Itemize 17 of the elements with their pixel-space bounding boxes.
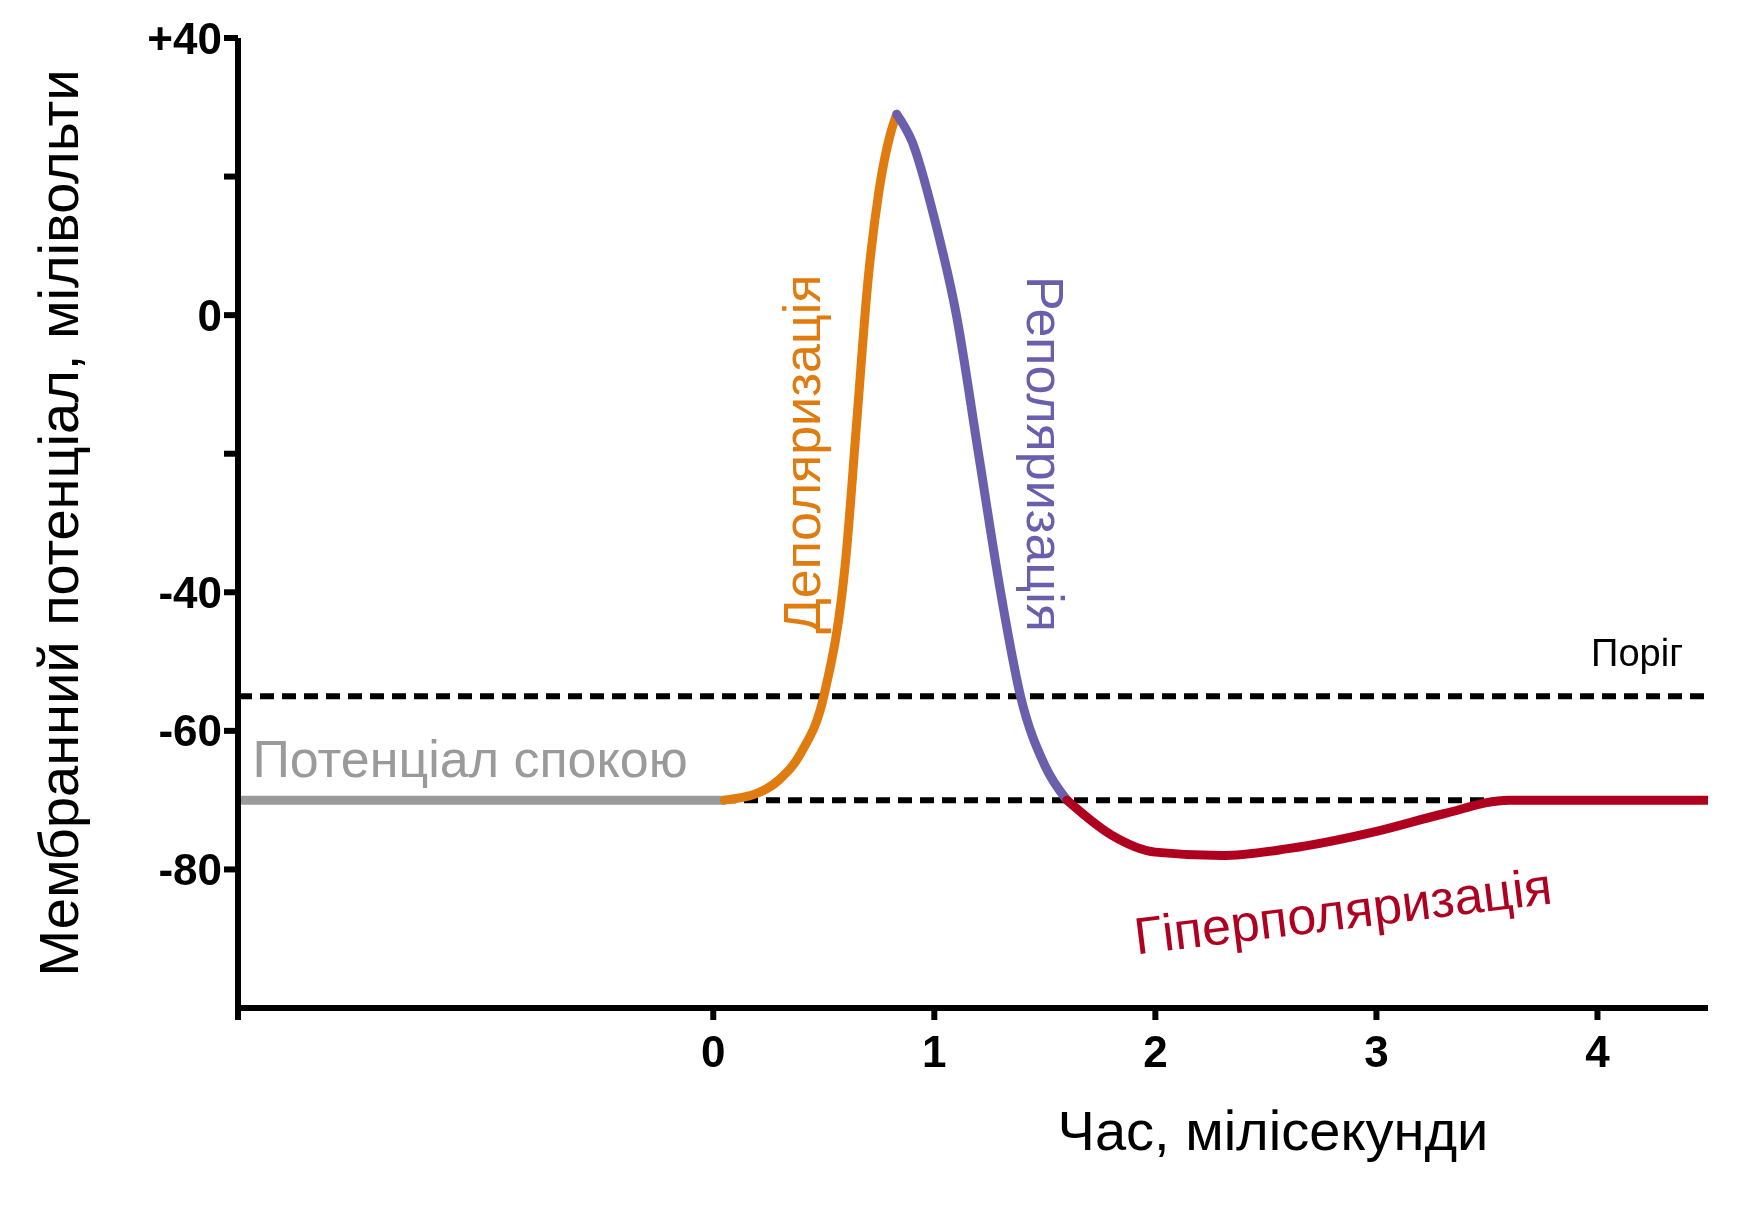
series-label: Потенціал спокою [252, 729, 688, 788]
ref-line-label: Поріг [1591, 632, 1683, 675]
y-axis-title: Мембранний потенціал, мілівольти [25, 69, 91, 977]
text: Реполяризація [1015, 275, 1074, 632]
x-tick-label: 1 [922, 1027, 947, 1077]
text: Деполяризація [772, 274, 831, 634]
y-tick-label: 0 [197, 290, 222, 340]
y-tick-label: -60 [158, 706, 222, 756]
y-tick-label: -40 [158, 567, 222, 617]
x-axis-title: Час, мілісекунди [1057, 1098, 1489, 1163]
x-tick-label: 3 [1364, 1027, 1389, 1077]
y-tick-label: +40 [147, 13, 222, 63]
x-tick-label: 0 [701, 1027, 726, 1077]
text: Гіперполяризація [1131, 856, 1556, 966]
x-tick-label: 2 [1143, 1027, 1168, 1077]
y-tick-label: -80 [158, 845, 222, 895]
x-tick-label: 4 [1585, 1027, 1611, 1077]
